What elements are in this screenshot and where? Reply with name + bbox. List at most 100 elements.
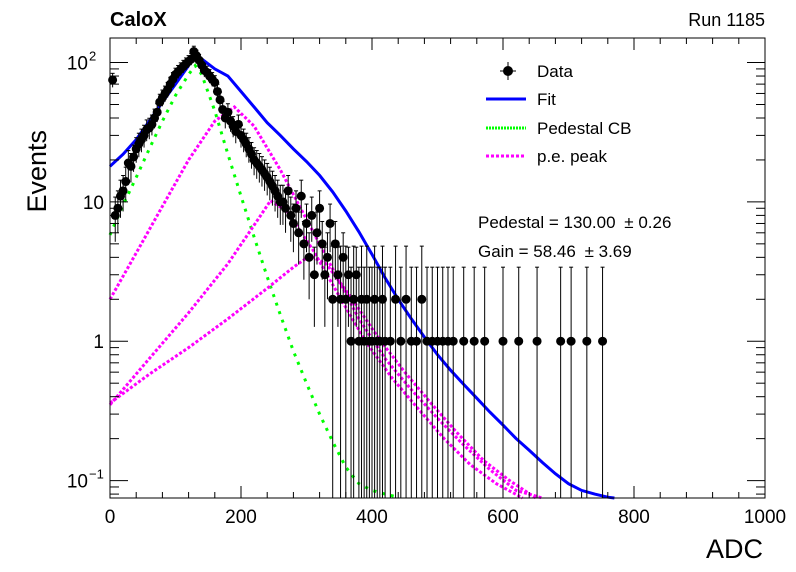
data-marker <box>338 252 348 262</box>
data-marker <box>532 336 542 346</box>
data-marker <box>480 336 490 346</box>
data-point <box>328 245 338 498</box>
y-tick-label: 10 <box>67 472 88 493</box>
data-marker <box>401 294 411 304</box>
data-marker <box>448 336 458 346</box>
data-point <box>302 203 311 253</box>
data-point <box>108 72 118 88</box>
data-marker <box>309 270 319 280</box>
data-marker <box>362 294 372 304</box>
data-marker <box>304 252 314 262</box>
data-marker <box>291 203 301 213</box>
data-marker <box>294 228 304 238</box>
series-line-pedestal-cb <box>108 63 399 499</box>
x-tick-label: 800 <box>618 507 650 528</box>
data-marker <box>312 228 322 238</box>
data-marker <box>307 210 317 220</box>
run-label: Run 1185 <box>688 10 765 30</box>
data-marker <box>317 239 327 249</box>
data-point <box>514 266 524 498</box>
series-line-p-e-peak-3 <box>109 254 537 500</box>
data-point <box>532 266 542 498</box>
data-point <box>377 245 387 498</box>
data-point <box>417 245 427 498</box>
data-point <box>498 266 508 498</box>
data-marker <box>341 294 351 304</box>
data-point <box>294 211 304 265</box>
data-marker <box>566 336 576 346</box>
y-tick-label: 10 <box>83 193 104 214</box>
data-marker <box>498 336 508 346</box>
series-line-p-e-peak-2 <box>108 198 524 500</box>
data-point <box>121 166 131 201</box>
data-point <box>433 266 442 498</box>
x-tick-label: 1000 <box>744 507 786 528</box>
data-marker <box>322 252 332 262</box>
data-marker <box>385 336 395 346</box>
data-marker <box>108 75 118 85</box>
data-marker <box>370 294 380 304</box>
data-point <box>325 203 335 253</box>
pedestal-error: ± 0.26 <box>624 213 671 232</box>
data-point <box>349 245 359 498</box>
data-marker <box>118 186 128 196</box>
data-marker <box>333 270 343 280</box>
data-marker <box>459 336 469 346</box>
data-marker <box>315 203 325 213</box>
data-point <box>110 196 120 242</box>
data-marker <box>152 107 162 117</box>
data-marker <box>121 177 131 187</box>
legend-label-pe: p.e. peak <box>537 147 607 166</box>
data-marker <box>351 270 361 280</box>
data-marker <box>343 270 353 280</box>
data-point <box>582 266 592 498</box>
data-point <box>391 245 401 498</box>
data-point <box>401 245 411 498</box>
data-marker <box>377 294 387 304</box>
data-point <box>427 266 437 498</box>
series-line-p-e-peak-1 <box>108 105 543 500</box>
data-point <box>448 266 458 498</box>
data-marker <box>212 86 222 96</box>
x-tick-label: 0 <box>105 507 116 528</box>
legend: Data Fit Pedestal CB p.e. peak <box>486 62 632 166</box>
data-marker <box>391 294 401 304</box>
data-point <box>317 220 327 280</box>
legend-label-pedestal: Pedestal CB <box>537 119 632 138</box>
data-point <box>396 266 406 498</box>
data-point <box>443 266 453 498</box>
data-point <box>480 266 490 498</box>
data-marker <box>582 336 592 346</box>
data-point <box>438 266 448 498</box>
data-marker <box>288 218 298 228</box>
data-point <box>283 175 293 212</box>
legend-data-marker <box>500 62 516 80</box>
legend-label-fit: Fit <box>537 90 556 109</box>
data-marker <box>283 186 293 196</box>
data-point <box>556 266 566 498</box>
series-layer <box>108 45 615 500</box>
data-marker <box>514 336 524 346</box>
gain-result: Gain = 58.46 ± 3.69 <box>478 242 632 261</box>
x-tick-label: 400 <box>356 507 388 528</box>
data-marker <box>302 218 311 228</box>
y-tick-base: 10 <box>67 472 88 493</box>
data-marker <box>330 239 340 249</box>
x-tick-label: 200 <box>225 507 257 528</box>
y-tick-label: 1 <box>93 332 104 353</box>
gain-error: ± 3.69 <box>585 242 632 261</box>
legend-label-data: Data <box>537 62 573 81</box>
fit-results: Pedestal = 130.00 ± 0.26 Gain = 58.46 ± … <box>478 213 671 261</box>
data-point <box>322 232 332 300</box>
data-point <box>357 245 367 498</box>
data-marker <box>328 294 338 304</box>
data-marker <box>556 336 566 346</box>
data-marker <box>417 294 427 304</box>
data-marker <box>412 336 422 346</box>
data-point <box>351 246 361 327</box>
data-point <box>385 266 395 498</box>
data-point <box>469 266 479 498</box>
data-marker <box>320 270 330 280</box>
